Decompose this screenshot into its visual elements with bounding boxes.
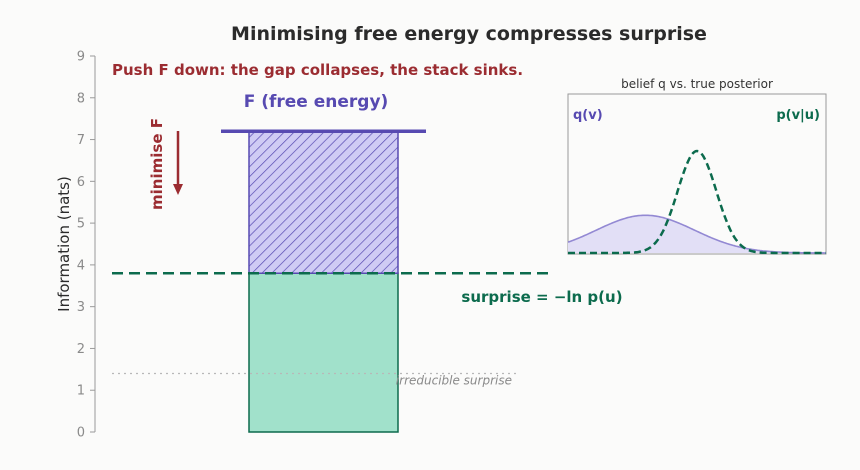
y-tick-label: 4 <box>77 258 85 273</box>
surprise-bar-segment <box>248 272 399 433</box>
q-belief-area <box>568 215 826 253</box>
minimise-arrow-head <box>173 184 183 195</box>
inset-plot: belief q vs. true posterior q(v) p(v|u) <box>567 77 827 255</box>
y-tick-label: 8 <box>77 91 85 106</box>
y-tick-label: 7 <box>77 133 85 148</box>
surprise-label: surprise = −ln p(u) <box>461 288 622 306</box>
y-axis-label: Information (nats) <box>55 176 73 312</box>
y-tick-label: 6 <box>77 175 85 190</box>
y-tick-label: 5 <box>77 217 85 232</box>
minimise-f-label: minimise F <box>148 118 166 210</box>
free-energy-label: F (free energy) <box>244 92 389 112</box>
y-tick-label: 2 <box>77 342 85 357</box>
free-energy-gap-segment <box>248 130 399 274</box>
chart-title: Minimising free energy compresses surpri… <box>231 23 707 45</box>
p-posterior-curve <box>568 149 826 255</box>
stacked-bar <box>248 130 399 433</box>
y-tick-label: 3 <box>77 300 85 315</box>
y-tick-label: 0 <box>77 426 85 441</box>
y-tick-label: 9 <box>77 50 85 65</box>
push-f-annotation: Push F down: the gap collapses, the stac… <box>112 61 523 79</box>
y-axis: 0 1 2 3 4 5 6 7 8 9 <box>77 50 96 441</box>
inset-title: belief q vs. true posterior <box>621 77 773 91</box>
p-legend-label: p(v|u) <box>776 108 820 123</box>
y-tick-label: 1 <box>77 384 85 399</box>
minimise-arrow <box>173 131 183 195</box>
q-legend-label: q(v) <box>573 108 603 123</box>
irreducible-surprise-label: irreducible surprise <box>396 374 512 388</box>
